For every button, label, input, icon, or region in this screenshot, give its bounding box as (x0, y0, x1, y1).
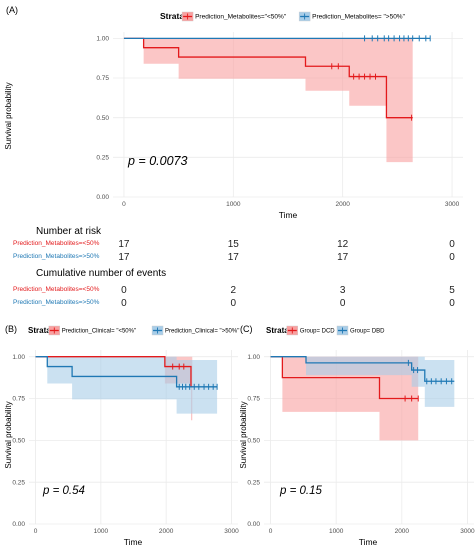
risk-value-1-1: 17 (228, 252, 240, 263)
panel-c-xtick-label-0: 0 (269, 528, 273, 535)
panel-c-xtick-label-2: 2000 (395, 528, 410, 535)
risk-value-1-3: 0 (449, 252, 455, 263)
panel-c-ytick-label-3: 0.75 (247, 396, 260, 403)
events-value-1-0: 0 (121, 298, 127, 309)
panel-a-xtick-label-1: 1000 (226, 201, 241, 208)
panel-c-xlabel: Time (359, 537, 378, 547)
panel-b-legend-label-1: Prediction_Clinical= ">50%" (165, 329, 239, 335)
panel-b-ytick-label-4: 1.00 (12, 354, 25, 361)
panel-a-legend-title: Strata (160, 11, 184, 21)
panel-c-legend-label-1: Group= DBD (350, 329, 385, 335)
events-value-0-1: 2 (231, 285, 237, 296)
panel-c-legend-title: Strata (266, 326, 289, 335)
panel-a-ytick-label-0: 0.00 (96, 194, 109, 201)
panel-c-ci-band-1 (270, 356, 455, 407)
panel-c-ytick-label-1: 0.25 (247, 479, 260, 486)
plot-c: 0 1000 2000 3000 0.00 0.25 0.50 0.75 1.00 (247, 350, 475, 535)
plot-a: 0 1000 2000 3000 0.00 0.25 0.50 0.75 1.00 (96, 32, 463, 208)
risk-value-0-2: 12 (337, 239, 349, 250)
panel-a-ytick-label-4: 1.00 (96, 36, 109, 43)
panel-c-survival-line-1 (270, 356, 455, 382)
panel-b-survival-line-1 (35, 356, 218, 388)
panel-b-ytick-label-1: 0.25 (12, 479, 25, 486)
panel-a-xtick-label-3: 3000 (445, 201, 460, 208)
events-values: 0 2 3 5 0 0 0 0 (121, 285, 455, 309)
panel-b-xlabel: Time (124, 537, 143, 547)
panel-a-ytick-label-2: 0.50 (96, 115, 109, 122)
panel-c-xtick-label-3: 3000 (460, 528, 475, 535)
panel-b-xtick-label-2: 2000 (159, 528, 174, 535)
events-value-1-2: 0 (340, 298, 346, 309)
panel-b-label: (B) (5, 324, 17, 334)
panel-b-xtick-label-0: 0 (34, 528, 38, 535)
panel-a-legend-label-1: Prediction_Metabolites= ">50%" (312, 14, 405, 21)
panel-b-ytick-label-2: 0.50 (12, 438, 25, 445)
panel-a-ci-band-0 (123, 38, 413, 163)
panel-a-xlabel: Time (279, 210, 298, 220)
events-table-title: Cumulative number of events (36, 268, 166, 279)
panel-a-label: (A) (6, 5, 18, 15)
risk-value-0-0: 17 (118, 239, 130, 250)
panel-c-xtick-label-1: 1000 (329, 528, 344, 535)
panel-b-ytick-label-0: 0.00 (12, 521, 25, 528)
panel-c-pvalue: p = 0.15 (279, 485, 322, 497)
risk-row-label-low: Prediction_Metabolites=<50% (13, 240, 100, 247)
panel-a-xtick-label-2: 2000 (335, 201, 350, 208)
panel-b-xtick-label-1: 1000 (94, 528, 109, 535)
events-value-1-1: 0 (231, 298, 237, 309)
events-table: Cumulative number of events Prediction_M… (13, 268, 455, 309)
panel-c-ytick-label-0: 0.00 (247, 521, 260, 528)
events-row-label-low: Prediction_Metabolites=<50% (13, 286, 100, 293)
panel-b-xtick-label-3: 3000 (224, 528, 239, 535)
risk-value-0-3: 0 (449, 239, 455, 250)
events-row-label-high: Prediction_Metabolites=>50% (13, 299, 100, 306)
panel-a-ytick-label-1: 0.25 (96, 155, 109, 162)
panel-a-ytick-label-3: 0.75 (96, 75, 109, 82)
panel-a-ylabel: Survival probability (4, 82, 13, 149)
events-value-0-3: 5 (449, 285, 455, 296)
panel-c-label: (C) (240, 324, 253, 334)
panel-c-ytick-label-4: 1.00 (247, 354, 260, 361)
panel-b-ci-band-1 (35, 356, 218, 414)
panel-a-survival-line-0 (123, 37, 413, 119)
panel-b-pvalue: p = 0.54 (42, 485, 85, 497)
panel-a-legend-label-0: Prediction_Metabolites="<50%" (195, 14, 287, 21)
panel-b: (B) Strata Prediction_Clinical= "<50%" Pre… (4, 324, 239, 547)
panel-c: (C) Strata Group= DCD Group= DBD 0 1000 2000… (239, 324, 475, 547)
legend-a: Strata Prediction_Metabolites="<50%" Predi… (160, 11, 406, 22)
risk-row-label-high: Prediction_Metabolites=>50% (13, 253, 100, 260)
panel-a-xtick-label-0: 0 (122, 201, 126, 208)
risk-table-title: Number at risk (36, 226, 102, 237)
panel-a-pvalue: p = 0.0073 (127, 154, 187, 168)
panel-b-ylabel: Survival probability (4, 401, 13, 468)
panel-a: (A) Strata Prediction_Metabolites="<50%" P… (4, 5, 463, 220)
risk-value-1-0: 17 (118, 252, 130, 263)
risk-value-1-2: 17 (337, 252, 349, 263)
events-value-1-3: 0 (449, 298, 455, 309)
panel-b-legend-label-0: Prediction_Clinical= "<50%" (62, 329, 136, 335)
plot-b: 0 1000 2000 3000 0.00 0.25 0.50 0.75 1.00 (12, 350, 239, 535)
risk-values: 17 15 12 0 17 17 17 0 (118, 239, 455, 263)
panel-b-legend-title: Strata (28, 326, 51, 335)
panel-c-ylabel: Survival probability (239, 401, 248, 468)
events-value-0-0: 0 (121, 285, 127, 296)
panel-c-legend-label-0: Group= DCD (300, 329, 336, 335)
panel-c-ytick-label-2: 0.50 (247, 438, 260, 445)
events-value-0-2: 3 (340, 285, 346, 296)
panel-b-ytick-label-3: 0.75 (12, 396, 25, 403)
legend-b: Strata Prediction_Clinical= "<50%" Predict… (28, 325, 239, 336)
risk-table: Number at risk Prediction_Metabolites=<5… (13, 226, 455, 263)
legend-c: Strata Group= DCD Group= DBD (266, 325, 385, 336)
risk-value-0-1: 15 (228, 239, 240, 250)
